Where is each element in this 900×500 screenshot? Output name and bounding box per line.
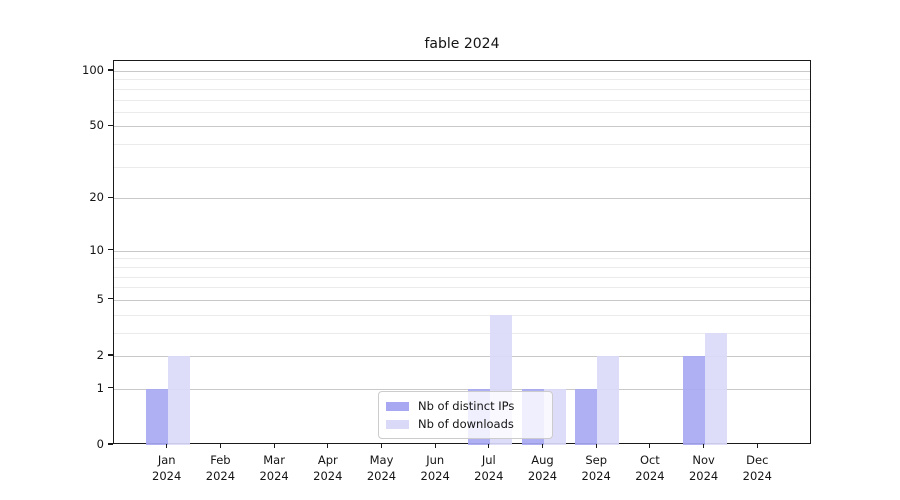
y-tick-mark xyxy=(108,354,113,356)
gridline-major xyxy=(114,299,810,301)
bar-distinct-ips-nov-2024 xyxy=(682,356,705,445)
x-tick-mark xyxy=(649,444,651,448)
y-tick-label-10: 10 xyxy=(89,242,104,257)
x-tick-label-jan-2024: Jan 2024 xyxy=(152,453,182,483)
y-tick-label-20: 20 xyxy=(89,190,104,205)
x-tick-mark xyxy=(595,444,597,448)
gridline-minor xyxy=(114,111,810,113)
gridline-minor xyxy=(114,314,810,316)
bar-distinct-ips-jan-2024 xyxy=(145,388,168,445)
x-tick-mark xyxy=(273,444,275,448)
x-tick-label-jun-2024: Jun 2024 xyxy=(420,453,450,483)
x-tick-label-aug-2024: Aug 2024 xyxy=(527,453,558,483)
x-tick-label-feb-2024: Feb 2024 xyxy=(205,453,236,483)
gridline-minor xyxy=(114,287,810,289)
gridline-minor xyxy=(114,266,810,268)
y-tick-label-0: 0 xyxy=(96,437,104,451)
x-tick-label-mar-2024: Mar 2024 xyxy=(259,453,289,483)
gridline-minor xyxy=(114,88,810,90)
legend-entry-distinct-ips: Nb of distinct IPs xyxy=(386,399,544,413)
x-tick-label-jul-2024: Jul 2024 xyxy=(474,453,504,483)
y-tick-label-100: 100 xyxy=(82,63,104,77)
gridline-major xyxy=(114,356,810,357)
gridline-minor xyxy=(114,166,810,168)
y-tick-label-1: 1 xyxy=(96,380,104,395)
x-tick-mark xyxy=(166,444,168,448)
y-tick-label-2: 2 xyxy=(96,348,104,362)
y-tick-label-5: 5 xyxy=(96,291,104,306)
legend-swatch-downloads xyxy=(386,419,409,429)
y-tick-mark xyxy=(108,443,113,445)
gridline-major xyxy=(114,126,810,128)
x-tick-mark xyxy=(219,444,221,448)
y-tick-mark xyxy=(108,124,113,126)
gridline-major xyxy=(114,250,810,252)
x-tick-label-dec-2024: Dec 2024 xyxy=(742,453,772,483)
gridline-major xyxy=(114,71,810,72)
gridline-minor xyxy=(114,258,810,260)
bar-downloads-sep-2024 xyxy=(597,356,620,445)
bar-distinct-ips-sep-2024 xyxy=(575,388,598,445)
y-tick-mark xyxy=(108,249,113,251)
gridline-minor xyxy=(114,144,810,146)
bar-downloads-jan-2024 xyxy=(167,356,190,445)
y-tick-mark xyxy=(108,298,113,300)
x-tick-mark xyxy=(380,444,383,448)
gridline-minor xyxy=(114,79,810,81)
legend: Nb of distinct IPs Nb of downloads xyxy=(378,391,553,439)
bar-downloads-nov-2024 xyxy=(704,332,727,445)
legend-label-downloads: Nb of downloads xyxy=(418,417,514,431)
gridline-major xyxy=(114,388,810,390)
x-tick-label-oct-2024: Oct 2024 xyxy=(635,453,665,483)
x-tick-mark xyxy=(541,444,544,448)
legend-entry-downloads: Nb of downloads xyxy=(386,417,544,431)
x-tick-label-nov-2024: Nov 2024 xyxy=(688,453,719,483)
y-tick-mark xyxy=(108,196,113,198)
plot-area: Nb of distinct IPs Nb of downloads xyxy=(113,60,811,445)
x-tick-label-sep-2024: Sep 2024 xyxy=(581,453,611,483)
y-tick-mark xyxy=(108,69,113,71)
gridline-minor xyxy=(114,332,810,334)
x-tick-label-may-2024: May 2024 xyxy=(366,453,397,483)
x-tick-mark xyxy=(434,444,436,448)
gridline-major xyxy=(114,198,810,200)
chart-title: fable 2024 xyxy=(424,36,500,52)
x-tick-label-apr-2024: Apr 2024 xyxy=(313,453,343,483)
legend-label-distinct-ips: Nb of distinct IPs xyxy=(418,399,515,413)
x-tick-mark xyxy=(327,444,329,448)
x-tick-mark xyxy=(756,444,758,448)
gridline-minor xyxy=(114,99,810,101)
y-tick-mark xyxy=(108,387,113,389)
x-tick-mark xyxy=(488,444,490,448)
gridline-minor xyxy=(114,276,810,278)
y-tick-label-50: 50 xyxy=(89,118,104,133)
legend-swatch-distinct-ips xyxy=(386,401,409,411)
x-tick-mark xyxy=(703,444,705,448)
